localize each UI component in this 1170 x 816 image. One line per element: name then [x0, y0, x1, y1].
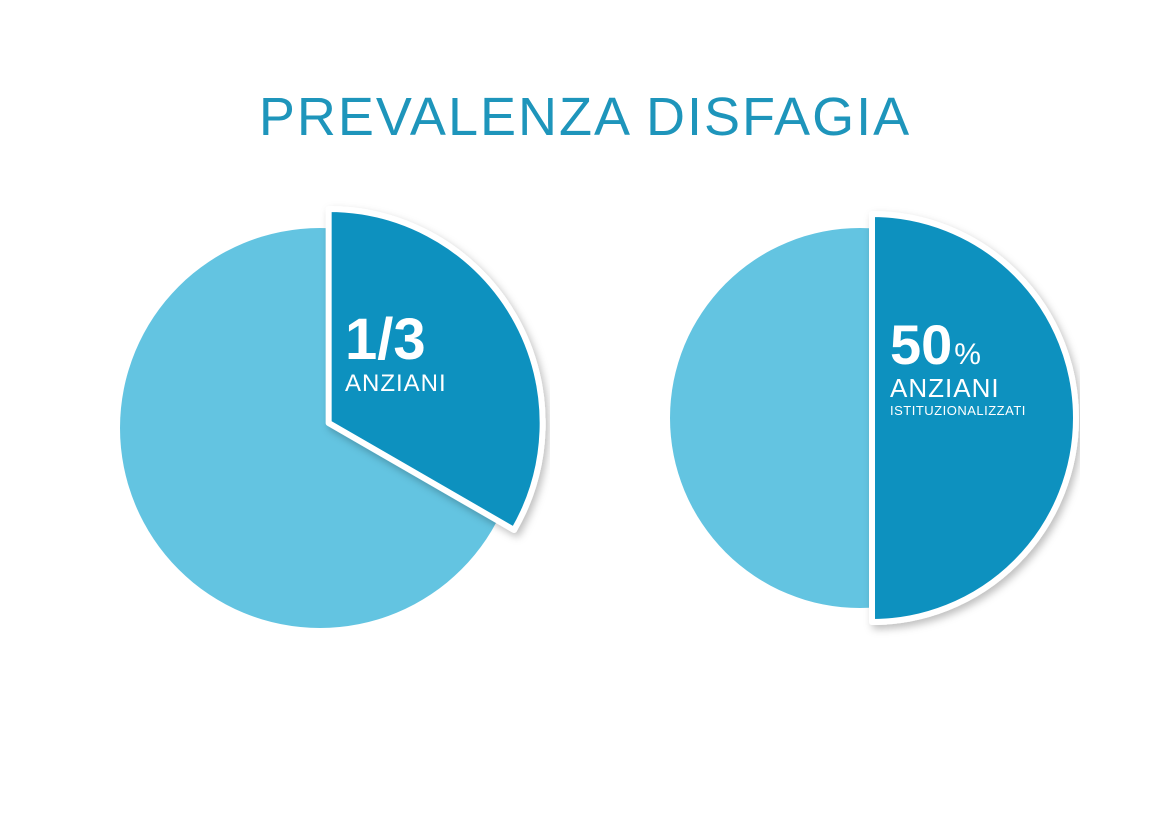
pie-svg: [90, 198, 550, 658]
slice-subtitle: ANZIANI: [345, 371, 447, 396]
page-title: PREVALENZA DISFAGIA: [0, 36, 1170, 158]
slice-subtitle-1: ANZIANI: [890, 375, 1026, 402]
slice-value-suffix: %: [954, 338, 981, 371]
pie-chart-istituzionalizzati: 50% ANZIANI ISTITUZIONALIZZATI: [640, 198, 1080, 638]
slice-label-anziani: 1/3 ANZIANI: [345, 310, 447, 396]
pie-slice: [872, 214, 1076, 622]
infographic-page: PREVALENZA DISFAGIA 1/3 ANZIANI 50% ANZI…: [0, 36, 1170, 816]
slice-value: 1/3: [345, 307, 426, 372]
slice-label-istituzionalizzati: 50% ANZIANI ISTITUZIONALIZZATI: [890, 316, 1026, 418]
pie-chart-anziani: 1/3 ANZIANI: [90, 198, 550, 658]
slice-subtitle-2: ISTITUZIONALIZZATI: [890, 404, 1026, 418]
slice-value: 50: [890, 313, 952, 376]
charts-row: 1/3 ANZIANI 50% ANZIANI ISTITUZIONALIZZA…: [0, 198, 1170, 658]
pie-svg: [640, 198, 1080, 638]
